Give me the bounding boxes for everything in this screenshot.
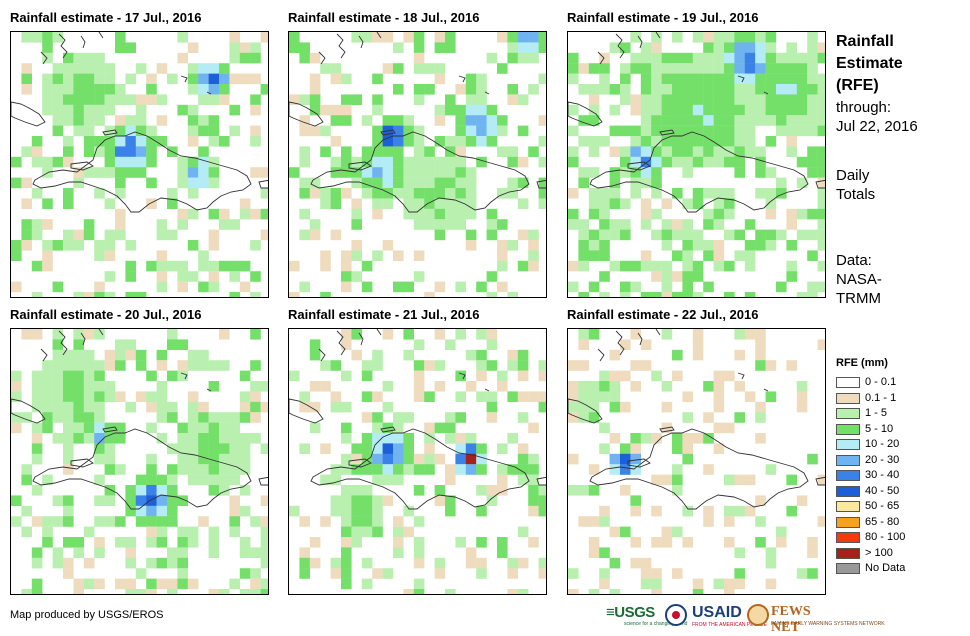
panel-title-19-jul: Rainfall estimate - 19 Jul., 2016 xyxy=(567,10,759,25)
panel-title-21-jul: Rainfall estimate - 21 Jul., 2016 xyxy=(288,307,480,322)
legend-swatch xyxy=(836,377,860,388)
panel-title-17-jul: Rainfall estimate - 17 Jul., 2016 xyxy=(10,10,202,25)
totals-line: Daily xyxy=(836,167,870,184)
rainfall-map-20-jul xyxy=(11,329,268,594)
legend-swatch xyxy=(836,532,860,543)
rainfall-map-17-jul xyxy=(11,32,268,297)
data-source-line: NASA- xyxy=(836,271,882,288)
through-date: Jul 22, 2016 xyxy=(836,118,918,135)
legend-label: No Data xyxy=(865,562,906,574)
legend-label: > 100 xyxy=(865,546,893,559)
legend-swatch xyxy=(836,516,860,528)
map-title: Rainfall Estimate (RFE) xyxy=(836,31,903,97)
legend-swatch xyxy=(836,423,860,435)
legend-label: 30 - 40 xyxy=(865,469,900,481)
legend-label: 20 - 30 xyxy=(865,453,900,466)
legend-label: 80 - 100 xyxy=(865,531,906,543)
rainfall-grid xyxy=(289,32,546,297)
rainfall-grid xyxy=(11,329,268,594)
legend-swatch xyxy=(836,470,860,481)
data-source-line: TRMM xyxy=(836,290,881,307)
rainfall-grid xyxy=(568,32,825,297)
fews-net-emblem-icon xyxy=(747,604,769,626)
legend-swatch xyxy=(836,439,860,450)
legend-label: 50 - 65 xyxy=(865,500,900,512)
partner-logos: ≡USGS science for a changing world USAID… xyxy=(606,602,885,635)
coastline xyxy=(568,329,825,510)
usgs-logo: ≡USGS xyxy=(606,604,655,621)
usaid-logo: USAID xyxy=(692,604,742,621)
map-title-line: Estimate xyxy=(836,55,903,72)
rainfall-map-21-jul xyxy=(289,329,546,594)
legend-label: 40 - 50 xyxy=(865,484,900,497)
fews-net-logo: FEWS NET xyxy=(771,604,811,635)
data-source: Data: NASA- TRMM xyxy=(836,251,882,308)
rainfall-map-19-jul xyxy=(568,32,825,297)
map-panel-20-jul xyxy=(10,328,269,595)
legend-label: 0 - 0.1 xyxy=(865,376,897,388)
map-panel-21-jul xyxy=(288,328,547,595)
legend-swatch xyxy=(836,454,860,466)
usaid-tagline: FROM THE AMERICAN PEOPLE xyxy=(692,622,767,628)
coastline xyxy=(11,32,268,213)
rainfall-grid xyxy=(11,32,268,297)
map-panel-19-jul xyxy=(567,31,826,298)
panel-title-22-jul: Rainfall estimate - 22 Jul., 2016 xyxy=(567,307,759,322)
panel-title-20-jul: Rainfall estimate - 20 Jul., 2016 xyxy=(10,307,202,322)
totals-line: Totals xyxy=(836,186,876,203)
legend-swatch xyxy=(836,547,860,559)
map-panel-17-jul xyxy=(10,31,269,298)
map-title-line: (RFE) xyxy=(836,77,879,94)
legend-label: 5 - 10 xyxy=(865,422,894,435)
panel-title-18-jul: Rainfall estimate - 18 Jul., 2016 xyxy=(288,10,480,25)
coastline xyxy=(289,329,546,510)
rainfall-grid xyxy=(289,329,546,594)
legend-label: 1 - 5 xyxy=(865,407,888,419)
legend-label: 0.1 - 1 xyxy=(865,391,897,404)
map-credit: Map produced by USGS/EROS xyxy=(10,609,164,621)
fews-net-tagline: FAMINE EARLY WARNING SYSTEMS NETWORK xyxy=(771,621,885,627)
data-source-line: Data: xyxy=(836,252,872,269)
map-panel-22-jul xyxy=(567,328,826,595)
legend-swatch xyxy=(836,563,860,574)
coastline xyxy=(568,32,825,213)
rainfall-grid xyxy=(568,329,825,594)
coastline xyxy=(11,329,268,510)
legend-swatch xyxy=(836,501,860,512)
totals-text: Daily Totals xyxy=(836,166,875,204)
usgs-tagline: science for a changing world xyxy=(624,621,688,627)
legend-swatch xyxy=(836,392,860,404)
rainfall-map-22-jul xyxy=(568,329,825,594)
legend-title: RFE (mm) xyxy=(836,357,888,369)
legend-label: 10 - 20 xyxy=(865,438,900,450)
map-title-line: Rainfall xyxy=(836,33,894,50)
coastline xyxy=(289,32,546,213)
map-panel-18-jul xyxy=(288,31,547,298)
rainfall-map-18-jul xyxy=(289,32,546,297)
legend-swatch xyxy=(836,408,860,419)
through-label: through: xyxy=(836,99,892,116)
legend-label: 65 - 80 xyxy=(865,515,900,528)
legend-swatch xyxy=(836,485,860,497)
usaid-seal-icon xyxy=(665,604,687,626)
